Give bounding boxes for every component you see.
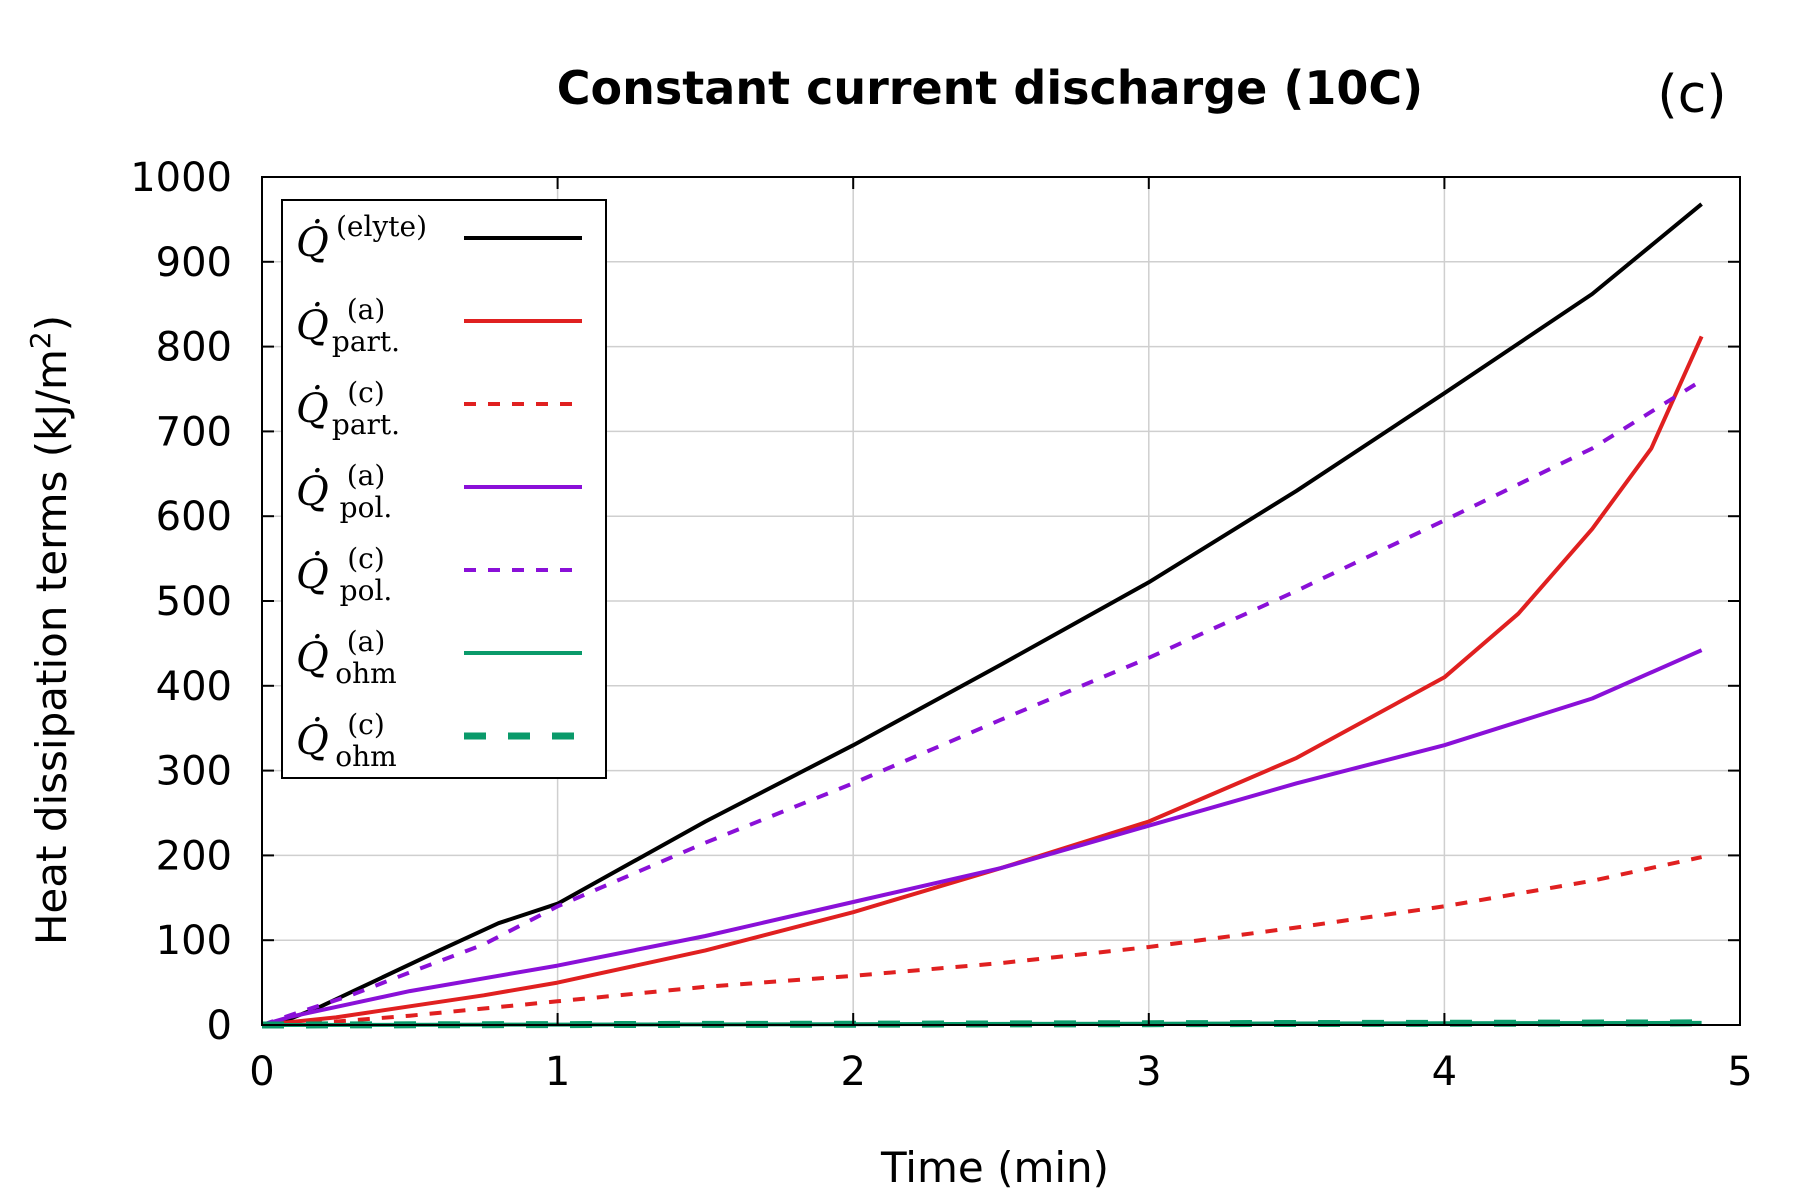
y-tick-label: 700 <box>156 409 232 455</box>
legend-superscript: (c) <box>347 376 385 409</box>
y-axis-label-main: Heat dissipation terms (kJ/m <box>27 349 76 945</box>
legend-symbol: Q̇ <box>296 385 329 432</box>
legend-superscript: (c) <box>347 542 385 575</box>
legend-symbol: Q̇ <box>296 717 329 764</box>
legend-superscript: (a) <box>347 293 386 326</box>
y-tick-label: 400 <box>156 664 232 710</box>
legend-entry-part-a: Q̇ (a)part. <box>296 293 582 358</box>
y-tick-label: 0 <box>207 1003 232 1049</box>
axis-ticks: 0 1 2 3 4 5 0 100 200 300 400 500 600 700 800 900 1000 <box>130 155 1753 1095</box>
y-axis-label-close: ) <box>27 315 76 331</box>
series-lines <box>261 202 1704 1029</box>
legend-entry-ohm-c: Q̇ (c)ohm <box>296 708 582 773</box>
legend-entry-ohm-a: Q̇ (a)ohm <box>296 625 582 690</box>
legend-entry-part-c: Q̇ (c)part. <box>296 376 582 441</box>
y-tick-label: 900 <box>156 240 232 286</box>
legend: Q̇ (elyte)Q̇ (a)part.Q̇ (c)part.Q̇ (a)pol.Q̇… <box>281 199 607 779</box>
y-axis-label: Heat dissipation terms (kJ/m2) <box>24 315 76 945</box>
legend-symbol: Q̇ <box>296 302 329 349</box>
series-line-pol-c <box>261 378 1703 1027</box>
y-tick-label: 1000 <box>130 155 232 201</box>
x-tick-label: 3 <box>1136 1049 1161 1095</box>
legend-superscript: (c) <box>347 708 385 741</box>
y-axis-label-sup: 2 <box>24 331 57 349</box>
x-tick-label: 1 <box>545 1049 570 1095</box>
y-tick-label: 200 <box>156 833 232 879</box>
legend-symbol: Q̇ <box>296 468 329 515</box>
chart-title: Constant current discharge (10C) <box>557 61 1423 115</box>
legend-subscript: ohm <box>335 657 396 690</box>
x-tick-label: 5 <box>1727 1049 1752 1095</box>
series-line-part-c <box>261 855 1703 1027</box>
legend-subscript: pol. <box>340 491 393 524</box>
y-tick-label: 300 <box>156 749 232 795</box>
legend-entry-pol-c: Q̇ (c)pol. <box>296 542 582 607</box>
legend-subscript: pol. <box>340 574 393 607</box>
y-tick-label: 500 <box>156 579 232 625</box>
legend-superscript: (a) <box>347 625 386 658</box>
legend-symbol: Q̇ <box>296 551 329 598</box>
y-tick-label: 800 <box>156 325 232 371</box>
x-tick-label: 2 <box>840 1049 865 1095</box>
legend-subscript: part. <box>332 408 400 441</box>
x-tick-label: 4 <box>1432 1049 1457 1095</box>
legend-entry-elyte: Q̇ (elyte) <box>296 210 582 266</box>
legend-symbol: Q̇ <box>296 634 329 681</box>
legend-subscript: ohm <box>335 740 396 773</box>
legend-superscript: (a) <box>347 459 386 492</box>
legend-superscript: (elyte) <box>336 210 427 243</box>
legend-entry-pol-a: Q̇ (a)pol. <box>296 459 582 524</box>
legend-symbol: Q̇ <box>296 219 329 266</box>
x-axis-label: Time (min) <box>880 1143 1109 1192</box>
panel-label: (c) <box>1657 65 1726 125</box>
legend-subscript: part. <box>332 325 400 358</box>
y-tick-label: 600 <box>156 494 232 540</box>
y-tick-label: 100 <box>156 918 232 964</box>
x-tick-label: 0 <box>249 1049 274 1095</box>
series-line-pol-a <box>261 648 1703 1027</box>
